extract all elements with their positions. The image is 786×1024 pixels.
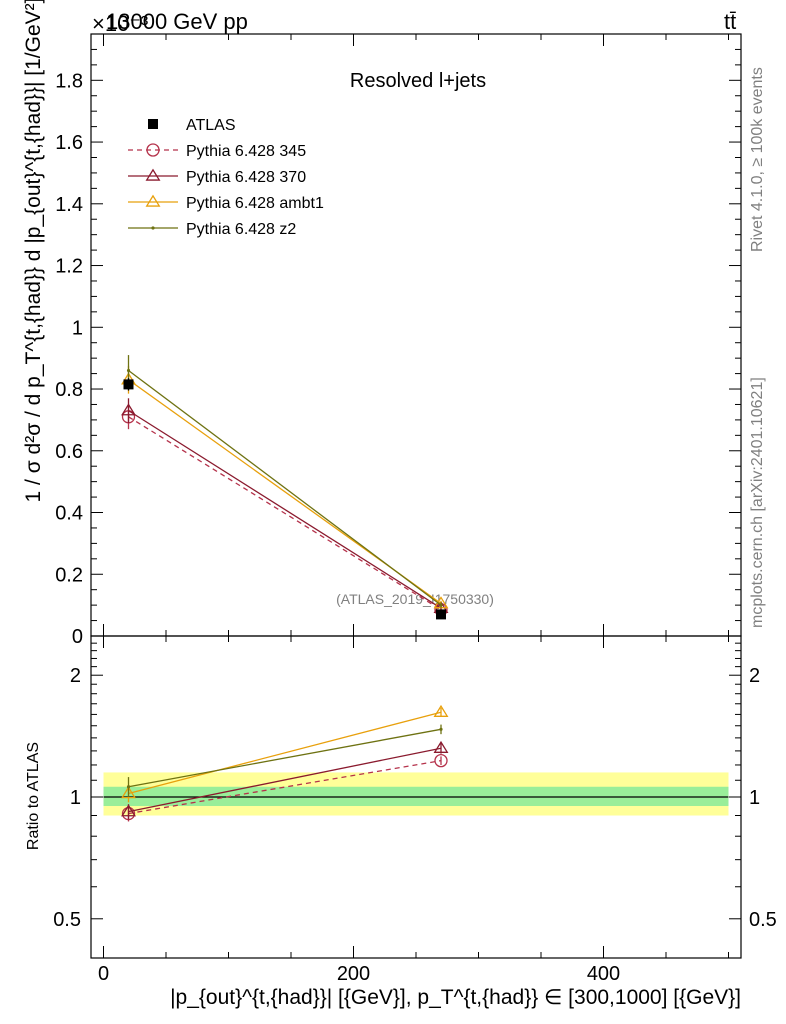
x-axis-label: |p_{out}^{t,{had}}| [{GeV}], p_T^{t,{had… — [170, 986, 741, 1009]
data-point — [436, 609, 446, 620]
x-tick-label: 200 — [337, 963, 370, 985]
legend-label: Pythia 6.428 z2 — [186, 221, 296, 238]
legend-label: Pythia 6.428 370 — [186, 169, 306, 186]
process-label: tt̄ — [724, 9, 736, 34]
ratio-y-tick-label-right: 0.5 — [749, 909, 777, 931]
main-y-tick-label: 1.8 — [55, 70, 83, 92]
ratio-y-axis-label: Ratio to ATLAS — [25, 742, 42, 850]
rivet-version-text: Rivet 4.1.0, ≥ 100k events — [749, 67, 766, 252]
legend-item: Pythia 6.428 z2 — [128, 221, 296, 238]
series-atlas — [123, 378, 446, 620]
legend-label: Pythia 6.428 345 — [186, 143, 306, 160]
data-point — [121, 403, 136, 416]
legend-item: ATLAS — [148, 117, 236, 134]
main-y-tick-label: 0.2 — [55, 564, 83, 586]
ratio-y-tick-label-right: 1 — [749, 787, 760, 809]
series-pythia-6-428-z2 — [126, 355, 443, 608]
ratio-inner-band — [103, 786, 729, 807]
main-y-tick-label: 0 — [72, 626, 83, 648]
ratio-y-tick-label: 2 — [70, 665, 81, 687]
ratio-y-tick-label-right: 2 — [749, 665, 760, 687]
ratio-point — [433, 740, 449, 753]
ratio-line — [128, 759, 442, 815]
ratio-uncertainty-bands — [103, 772, 729, 816]
mcplots-text: mcplots.cern.ch [arXiv:2401.10621] — [749, 377, 766, 628]
ratio-series-pythia-6-428-z2 — [126, 724, 443, 797]
ratio-point — [439, 727, 443, 731]
ratio-point — [126, 785, 131, 789]
legend-label: Pythia 6.428 ambt1 — [186, 195, 324, 212]
legend-marker — [146, 143, 160, 157]
ratio-line — [128, 711, 442, 795]
ratio-axis-ticks — [91, 635, 741, 959]
series-line — [128, 416, 442, 611]
x-tick-labels: 0 200 400 — [98, 963, 620, 985]
legend-item: Pythia 6.428 370 — [128, 168, 306, 186]
data-point — [123, 379, 134, 390]
x-tick-label: 400 — [587, 963, 620, 985]
main-y-tick-label: 0.6 — [55, 441, 83, 463]
main-y-tick-label: 1.6 — [55, 132, 83, 154]
main-y-tick-label: 1.2 — [55, 256, 83, 278]
ratio-line — [128, 728, 442, 788]
ratio-y-tick-label: 0.5 — [53, 909, 81, 931]
series-line — [128, 410, 442, 609]
ratio-line — [128, 747, 442, 813]
main-y-tick-label: 0.4 — [55, 503, 83, 525]
main-y-axis-label: 1 / σ d²σ / d p_T^{t,{had}} d |p_{out}^{… — [22, 0, 45, 502]
legend-marker — [145, 168, 161, 181]
legend-item: Pythia 6.428 345 — [128, 143, 306, 160]
main-y-tick-labels: 0 0.2 0.4 0.6 0.8 1 1.2 1.4 1.6 1.8 — [55, 70, 83, 648]
main-y-tick-label: 1 — [72, 317, 83, 339]
ratio-point — [121, 804, 136, 817]
series-pythia-6-428-370 — [121, 398, 449, 613]
data-point — [439, 603, 443, 607]
ratio-point — [121, 786, 136, 799]
legend-marker — [151, 226, 155, 230]
main-y-tick-label: 1.4 — [55, 194, 83, 216]
main-y-tick-label: 0.8 — [55, 379, 83, 401]
series-line — [128, 369, 442, 606]
ratio-point — [433, 704, 449, 717]
ratio-series-pythia-6-428-370 — [121, 740, 449, 820]
analysis-watermark: (ATLAS_2019_I1750330) — [336, 591, 494, 607]
legend-marker — [148, 119, 158, 129]
x-tick-label: 0 — [98, 963, 109, 985]
energy-label: 13000 GeV pp — [106, 9, 248, 34]
legend: ATLAS Pythia 6.428 345 Pythia 6.428 370 Pyt… — [128, 117, 324, 238]
legend-marker — [145, 194, 161, 207]
ratio-point — [434, 753, 448, 768]
y-scale-exponent: ×10⁻³ — [92, 11, 148, 36]
legend-item: Pythia 6.428 ambt1 — [128, 194, 324, 212]
plot-title: Resolved l+jets — [350, 70, 486, 92]
data-point — [126, 368, 131, 373]
ratio-series-group — [121, 704, 449, 822]
main-series-group — [121, 355, 449, 620]
legend-label: ATLAS — [186, 117, 236, 134]
ratio-y-tick-label: 1 — [70, 787, 81, 809]
ratio-y-tick-labels: 0.5 0.5 1 1 2 2 — [53, 665, 777, 931]
